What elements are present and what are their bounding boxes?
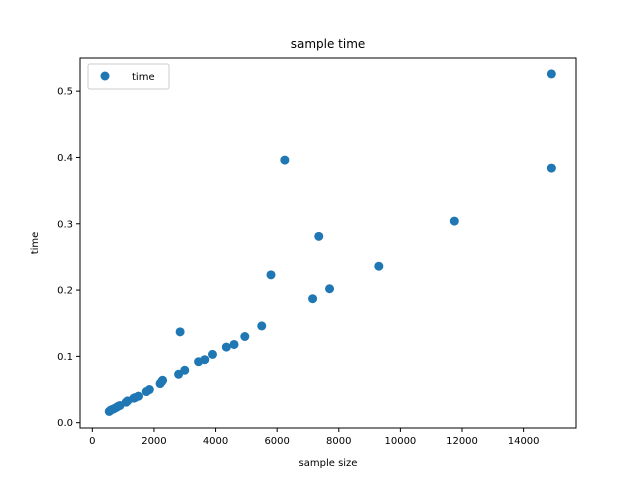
x-tick-label: 2000	[141, 436, 166, 447]
data-point	[374, 261, 384, 271]
data-point	[240, 331, 250, 341]
legend-marker	[100, 71, 110, 81]
data-point	[546, 69, 556, 79]
data-point	[308, 294, 318, 304]
chart-title: sample time	[291, 37, 366, 51]
data-point	[325, 284, 335, 294]
data-point	[266, 270, 276, 280]
data-point	[257, 321, 267, 331]
y-tick-label: 0.2	[57, 286, 73, 297]
y-tick-label: 0.4	[57, 153, 73, 164]
x-tick-label: 12000	[446, 436, 478, 447]
data-point	[134, 391, 144, 401]
data-points	[104, 69, 556, 416]
y-tick-label: 0.0	[57, 418, 73, 429]
data-point	[229, 339, 239, 349]
x-tick-label: 4000	[203, 436, 228, 447]
y-tick-label: 0.3	[57, 219, 73, 230]
data-point	[221, 342, 231, 352]
x-tick-label: 0	[89, 436, 95, 447]
x-tick-label: 14000	[508, 436, 540, 447]
data-point	[180, 365, 190, 375]
plot-area: 0 2000 4000 6000 8000 10000 12000 14000 0.00.10…	[57, 57, 577, 447]
data-point	[144, 385, 154, 395]
x-tick-label: 6000	[264, 436, 289, 447]
x-tick-label: 10000	[384, 436, 416, 447]
y-axis-label: time	[30, 232, 41, 255]
legend: time	[87, 63, 170, 90]
y-tick-label: 0.1	[57, 352, 73, 363]
data-point	[280, 155, 290, 165]
data-point	[175, 327, 185, 337]
legend-label: time	[132, 72, 155, 83]
data-point	[158, 375, 168, 385]
data-point	[207, 349, 217, 359]
plot-frame	[79, 57, 577, 429]
x-axis-label: sample size	[299, 458, 358, 469]
x-axis-ticks: 0 2000 4000 6000 8000 10000 12000 14000	[89, 428, 540, 447]
data-point	[200, 355, 210, 365]
x-tick-label: 8000	[326, 436, 351, 447]
data-point	[449, 216, 459, 226]
y-tick-label: 0.5	[57, 87, 73, 98]
y-axis-ticks: 0.0 0.1 0.2 0.3 0.4 0.5	[57, 87, 80, 429]
data-point	[546, 163, 556, 173]
data-point	[314, 231, 324, 241]
legend-box	[87, 63, 170, 90]
